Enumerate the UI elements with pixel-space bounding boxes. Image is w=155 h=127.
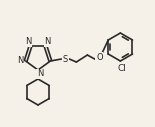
Text: N: N (25, 37, 32, 46)
Text: O: O (96, 53, 103, 61)
Text: Cl: Cl (118, 64, 127, 73)
Text: N: N (18, 55, 24, 65)
Text: S: S (63, 54, 68, 64)
Text: N: N (44, 37, 51, 46)
Text: N: N (37, 69, 43, 78)
